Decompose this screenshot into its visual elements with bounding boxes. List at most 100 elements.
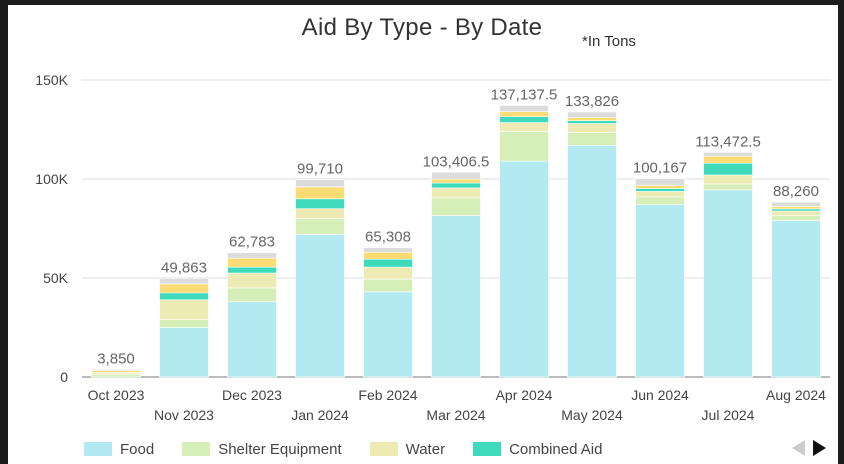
- legend-swatch-food: [84, 442, 112, 456]
- x-tick-label: Jun 2024: [631, 387, 689, 403]
- bar-segment: [500, 112, 549, 117]
- bar-segment: [704, 175, 753, 184]
- x-tick-label: Apr 2024: [496, 387, 553, 403]
- bar-segment: [160, 328, 209, 378]
- bar-total-label: 103,406.5: [423, 153, 490, 170]
- bar-segment: [636, 186, 685, 189]
- legend-label-combined-aid: Combined Aid: [509, 441, 602, 458]
- bar-segment: [296, 180, 345, 187]
- bar-segment: [228, 267, 277, 273]
- bar-segment: [364, 252, 413, 259]
- legend-swatch-combined-aid: [473, 442, 501, 456]
- chart-legend: Food Shelter Equipment Water Combined Ai…: [84, 439, 630, 459]
- bar-segment: [432, 179, 481, 183]
- y-tick-label: 0: [60, 369, 68, 385]
- legend-item-shelter-equipment[interactable]: Shelter Equipment: [182, 441, 341, 458]
- triangle-right-icon[interactable]: [813, 440, 826, 456]
- x-tick-label: Feb 2024: [358, 387, 417, 403]
- bar-segment: [500, 161, 549, 377]
- bar-segment: [704, 190, 753, 377]
- bar-segment: [500, 123, 549, 132]
- bar-segment: [568, 118, 617, 121]
- x-tick-label: Dec 2023: [222, 387, 282, 403]
- bar-total-label: 88,260: [773, 183, 819, 200]
- bar-segment: [636, 197, 685, 205]
- bar-segment: [500, 105, 549, 111]
- legend-swatch-shelter-equipment: [182, 442, 210, 456]
- bar-segment: [296, 199, 345, 209]
- bar-segment: [772, 207, 821, 209]
- bar-segment: [772, 211, 821, 216]
- x-tick-label: Oct 2023: [88, 387, 145, 403]
- x-tick-label: Aug 2024: [766, 387, 826, 403]
- bar-segment: [636, 189, 685, 192]
- bar-segment: [228, 273, 277, 288]
- bar-segment: [568, 121, 617, 124]
- bar-segment: [296, 234, 345, 377]
- legend-label-shelter-equipment: Shelter Equipment: [218, 441, 341, 458]
- bar-segment: [228, 258, 277, 267]
- bar-segment: [228, 302, 277, 377]
- bar-segment: [296, 187, 345, 199]
- bar-segment: [432, 198, 481, 216]
- y-tick-label: 50K: [43, 270, 69, 286]
- triangle-left-icon[interactable]: [792, 440, 805, 456]
- bar-segment: [160, 284, 209, 293]
- legend-label-water: Water: [406, 441, 445, 458]
- legend-item-food[interactable]: Food: [84, 441, 154, 458]
- bar-segment: [500, 117, 549, 123]
- legend-item-combined-aid[interactable]: Combined Aid: [473, 441, 602, 458]
- bar-segment: [568, 124, 617, 133]
- bar-segment: [704, 152, 753, 156]
- bar-total-label: 113,472.5: [695, 133, 761, 150]
- bar-total-label: 133,826: [565, 93, 619, 110]
- bar-segment: [704, 163, 753, 175]
- bar-segment: [92, 369, 141, 370]
- bar-segment: [432, 188, 481, 198]
- bar-segment: [568, 132, 617, 145]
- bar-segment: [228, 253, 277, 259]
- bar-total-label: 137,137.5: [491, 86, 558, 103]
- bar-segment: [704, 156, 753, 163]
- y-tick-label: 100K: [35, 171, 68, 187]
- bar-segment: [432, 183, 481, 188]
- y-tick-label: 150K: [35, 72, 68, 88]
- bar-segment: [364, 292, 413, 377]
- bar-segment: [772, 202, 821, 206]
- bar-segment: [636, 205, 685, 377]
- bar-segment: [364, 267, 413, 279]
- bar-segment: [636, 191, 685, 196]
- bar-total-label: 65,308: [365, 229, 411, 246]
- bar-total-label: 62,783: [229, 234, 275, 251]
- legend-item-water[interactable]: Water: [370, 441, 445, 458]
- x-tick-label: Jul 2024: [702, 407, 755, 423]
- bar-segment: [568, 112, 617, 118]
- bar-total-label: 3,850: [97, 350, 135, 367]
- bar-segment: [228, 288, 277, 302]
- bar-segment: [160, 300, 209, 320]
- bar-segment: [568, 145, 617, 377]
- bar-segment: [772, 209, 821, 211]
- bar-segment: [772, 216, 821, 221]
- legend-label-food: Food: [120, 441, 154, 458]
- bar-segment: [704, 184, 753, 190]
- bar-segment: [296, 219, 345, 235]
- bar-segment: [160, 293, 209, 300]
- x-tick-label: Jan 2024: [291, 407, 349, 423]
- legend-pager: [792, 440, 834, 456]
- bar-segment: [296, 209, 345, 219]
- legend-swatch-water: [370, 442, 398, 456]
- bar-total-label: 100,167: [633, 160, 687, 177]
- bar-segment: [636, 179, 685, 186]
- bar-segment: [364, 248, 413, 253]
- bar-segment: [160, 278, 209, 284]
- bar-segment: [432, 216, 481, 377]
- x-tick-label: Nov 2023: [154, 407, 214, 423]
- bar-segment: [92, 374, 141, 377]
- bar-total-label: 49,863: [161, 259, 207, 276]
- bar-segment: [432, 172, 481, 179]
- x-tick-label: May 2024: [561, 407, 623, 423]
- x-tick-label: Mar 2024: [426, 407, 485, 423]
- bar-segment: [364, 259, 413, 267]
